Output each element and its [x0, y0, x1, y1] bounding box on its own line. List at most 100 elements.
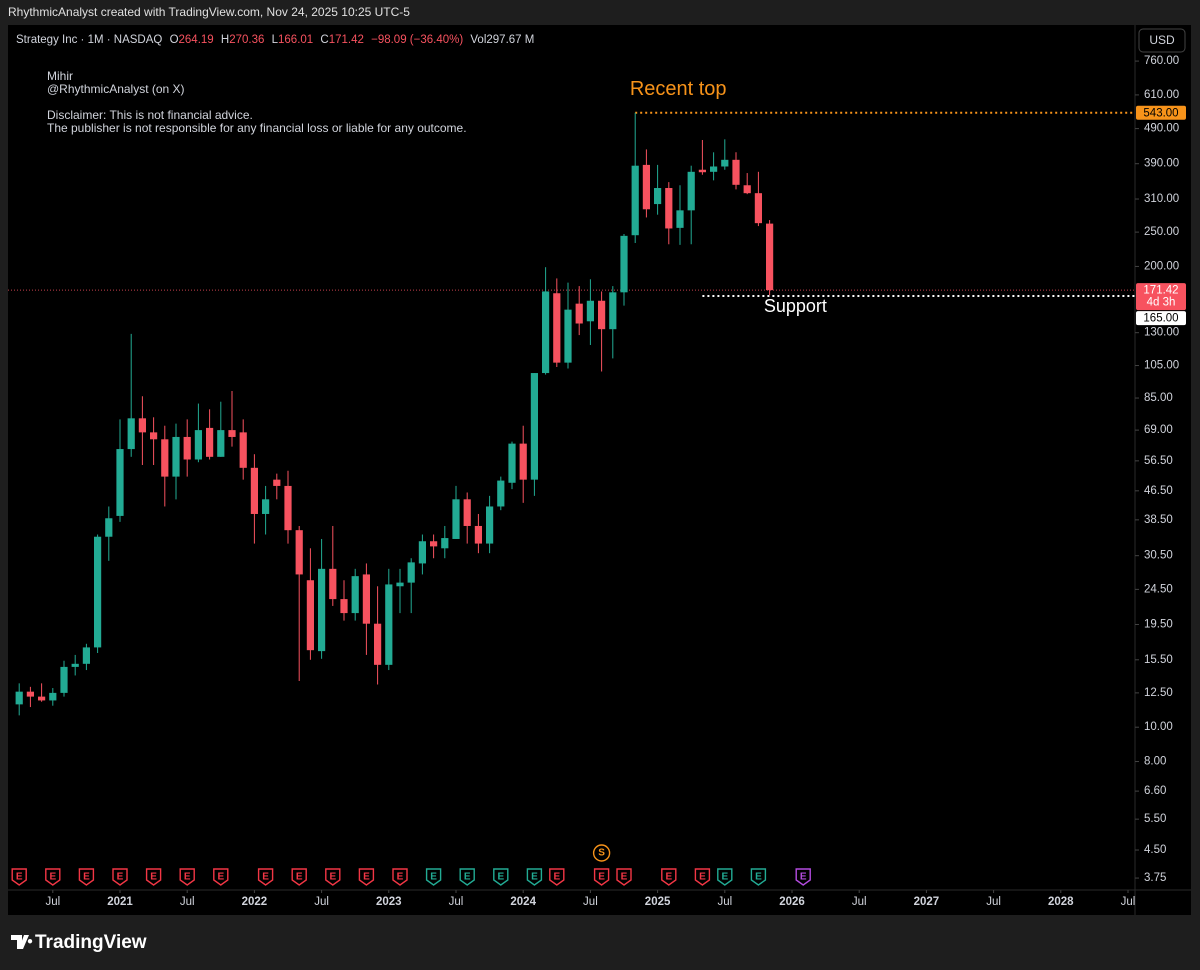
y-tick-label: 310.00 — [1144, 193, 1179, 205]
candle-body — [172, 436, 180, 477]
candle-body — [754, 193, 762, 224]
candle-body — [351, 576, 359, 614]
candle-body — [430, 541, 438, 547]
event-label: E — [217, 872, 224, 883]
x-tick-label: 2021 — [107, 896, 133, 908]
x-tick-label: Jul — [314, 896, 329, 908]
candle-body — [284, 485, 292, 531]
candle-body — [138, 418, 146, 433]
candle-body — [721, 159, 729, 167]
price-pill-label: 165.00 — [1143, 313, 1178, 325]
event-marker — [425, 868, 442, 886]
ohlc-label: O — [170, 34, 179, 46]
candle-body — [228, 430, 236, 437]
event-label: E — [464, 872, 471, 883]
candle-body — [150, 432, 158, 440]
y-tick-label: 38.50 — [1144, 514, 1173, 526]
candle-body — [262, 499, 270, 514]
event-label: E — [83, 872, 90, 883]
candle-body — [530, 373, 538, 480]
symbol: Strategy Inc · 1M · NASDAQ — [16, 34, 162, 46]
y-tick-label: 105.00 — [1144, 360, 1179, 372]
candle-body — [497, 480, 505, 507]
candle-body — [553, 293, 561, 363]
x-tick-label: Jul — [180, 896, 195, 908]
currency[interactable]: USD — [1149, 33, 1175, 47]
event-marker — [257, 868, 274, 886]
currency-box[interactable] — [1138, 28, 1186, 53]
ohlc-value: 264.19 — [179, 34, 214, 46]
volume-label: Vol — [470, 34, 486, 46]
candle-body — [340, 599, 348, 614]
event-marker — [616, 868, 632, 886]
event-label: E — [621, 872, 628, 883]
logo-mark — [11, 935, 33, 949]
price-pill — [1136, 311, 1186, 326]
event-label: E — [598, 872, 605, 883]
y-tick-label: 6.60 — [1144, 785, 1166, 797]
watermark: Mihir @RhythmicAnalyst (on X) Disclaimer… — [47, 69, 467, 135]
candle-body — [508, 443, 516, 483]
x-tick-label: Jul — [45, 896, 60, 908]
watermark-line: Disclaimer: This is not financial advice… — [47, 108, 253, 122]
ohlc-label: C — [320, 34, 328, 46]
watermark-line: The publisher is not responsible for any… — [47, 121, 467, 135]
candle-body — [127, 418, 135, 450]
y-tick-label: 610.00 — [1144, 89, 1179, 101]
candle-body — [82, 647, 90, 664]
event-label: E — [16, 872, 23, 883]
x-tick-label: Jul — [717, 896, 732, 908]
candle-body — [306, 580, 314, 651]
candle-body — [26, 691, 34, 697]
candle-body — [486, 506, 494, 544]
candle-body — [665, 188, 673, 229]
x-tick-label: Jul — [852, 896, 867, 908]
candle-body — [407, 562, 415, 583]
candle-body — [542, 291, 550, 374]
event-label: E — [430, 872, 437, 883]
price-pill-label: 171.42 — [1143, 285, 1178, 297]
plot-area — [8, 111, 1135, 716]
x-tick-label: 2022 — [242, 896, 268, 908]
event-label: E — [49, 872, 56, 883]
logo-text: TradingView — [35, 932, 147, 953]
event-label: E — [531, 872, 538, 883]
x-tick-label: 2025 — [645, 896, 671, 908]
y-tick-label: 390.00 — [1144, 158, 1179, 170]
watermark-line: Mihir — [47, 69, 73, 83]
y-tick-label: 69.00 — [1144, 424, 1173, 436]
price-pill-label: 543.00 — [1143, 107, 1178, 119]
candle-body — [631, 165, 639, 236]
event-label: E — [665, 872, 672, 883]
candle-body — [94, 536, 102, 648]
event-label: E — [184, 872, 191, 883]
event-marker — [392, 868, 408, 886]
event-label: E — [553, 872, 560, 883]
y-tick-label: 46.50 — [1144, 485, 1173, 497]
change: −98.09 (−36.40%) — [371, 34, 463, 46]
price-pill-label: 4d 3h — [1147, 297, 1176, 309]
event-marker — [179, 868, 195, 886]
candle-body — [586, 300, 594, 322]
ohlc-value: 270.36 — [229, 34, 264, 46]
event-marker — [493, 868, 509, 886]
candle-body — [329, 568, 337, 600]
candle-body — [362, 574, 370, 624]
event-label: E — [363, 872, 370, 883]
candle-body — [732, 159, 740, 185]
event-marker — [717, 868, 733, 886]
candle-body — [374, 623, 382, 665]
event-marker — [112, 868, 128, 886]
candle-body — [676, 210, 684, 228]
x-tick-label: 2026 — [779, 896, 805, 908]
event-marker — [325, 868, 341, 886]
candle-body — [418, 541, 426, 564]
y-tick-label: 5.50 — [1144, 813, 1166, 825]
candle-body — [295, 530, 303, 575]
candle-body — [463, 499, 471, 526]
event-marker — [459, 868, 475, 886]
y-tick-label: 490.00 — [1144, 123, 1179, 135]
y-tick-label: 30.50 — [1144, 550, 1173, 562]
y-tick-label: 8.00 — [1144, 756, 1166, 768]
